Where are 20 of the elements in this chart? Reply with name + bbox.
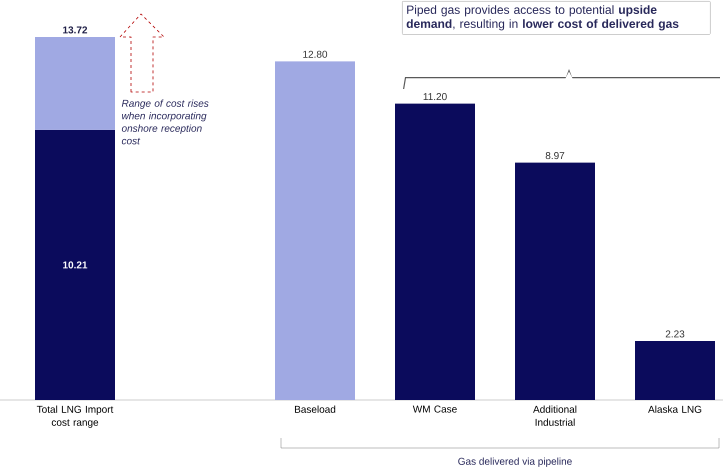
annotation: Range of cost rises when incorporating onshore reception cost bbox=[122, 100, 209, 144]
text: Piped gas provides access to potential upside demand, resulting in lower cost of delivered gas bbox=[406, 5, 678, 30]
x-tick-label: Additional Industrial bbox=[533, 406, 576, 426]
data-label: 2.23 bbox=[666, 330, 684, 338]
data-label: 8.97 bbox=[546, 152, 564, 160]
bar bbox=[395, 104, 476, 400]
text: Gas delivered via pipeline bbox=[458, 458, 572, 467]
x-tick-label: WM Case bbox=[412, 406, 457, 413]
data-label: 12.80 bbox=[303, 50, 328, 58]
x-tick-label: Baseload bbox=[294, 406, 336, 413]
bar bbox=[515, 162, 596, 400]
data-label: 11.20 bbox=[424, 93, 447, 100]
bar bbox=[635, 341, 716, 400]
bar bbox=[275, 61, 355, 400]
total-label: 13.72 bbox=[63, 26, 88, 34]
bar bbox=[35, 37, 115, 130]
bar bbox=[35, 130, 115, 400]
data-label: 10.21 bbox=[63, 261, 88, 268]
x-tick-label: Total LNG Import cost range bbox=[36, 406, 114, 428]
x-tick-label: Alaska LNG bbox=[648, 406, 702, 413]
